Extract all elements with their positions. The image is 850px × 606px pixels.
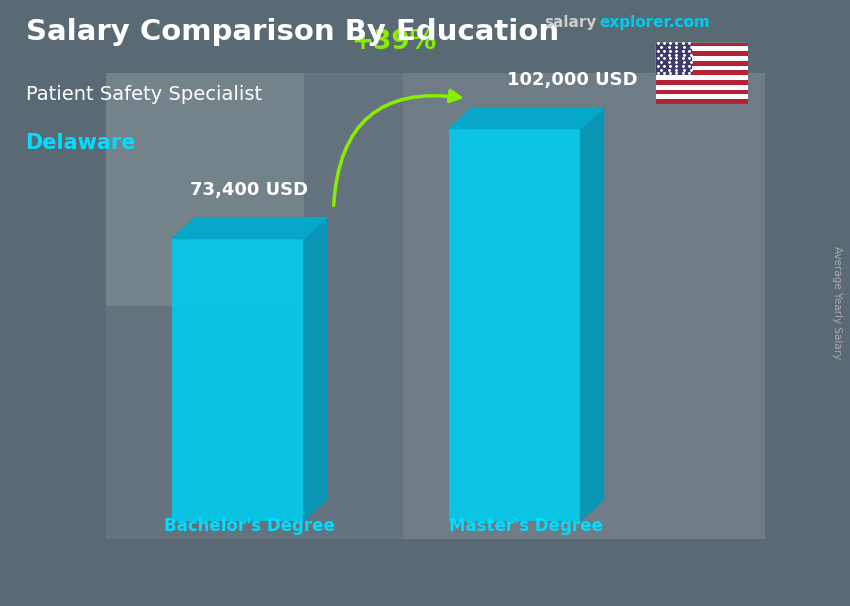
Text: explorer.com: explorer.com: [599, 15, 710, 30]
Text: salary: salary: [544, 15, 597, 30]
Bar: [403, 73, 765, 539]
Bar: [654, 80, 748, 85]
Bar: [654, 85, 748, 90]
Bar: [654, 61, 748, 65]
Polygon shape: [172, 218, 327, 239]
Bar: [654, 46, 748, 51]
Text: Average Yearly Salary: Average Yearly Salary: [832, 247, 842, 359]
Bar: [654, 42, 748, 46]
Bar: [172, 239, 304, 521]
Bar: [654, 95, 748, 99]
Polygon shape: [304, 218, 327, 521]
Bar: [654, 99, 748, 104]
Bar: [654, 90, 748, 95]
Text: 73,400 USD: 73,400 USD: [190, 181, 309, 199]
Bar: [654, 65, 748, 70]
Bar: [106, 73, 403, 539]
Text: 102,000 USD: 102,000 USD: [507, 71, 638, 89]
Bar: [654, 70, 748, 75]
Polygon shape: [581, 108, 604, 521]
Bar: [654, 42, 692, 75]
Bar: [106, 73, 304, 306]
Polygon shape: [449, 108, 604, 128]
Bar: [654, 51, 748, 56]
Text: Bachelor's Degree: Bachelor's Degree: [164, 517, 335, 534]
Text: +39%: +39%: [351, 29, 436, 55]
Bar: [654, 56, 748, 61]
Bar: [449, 128, 581, 521]
Text: Delaware: Delaware: [26, 133, 136, 153]
Text: Salary Comparison By Education: Salary Comparison By Education: [26, 18, 558, 46]
Text: Patient Safety Specialist: Patient Safety Specialist: [26, 85, 262, 104]
Bar: [654, 75, 748, 80]
Text: Master's Degree: Master's Degree: [450, 517, 604, 534]
